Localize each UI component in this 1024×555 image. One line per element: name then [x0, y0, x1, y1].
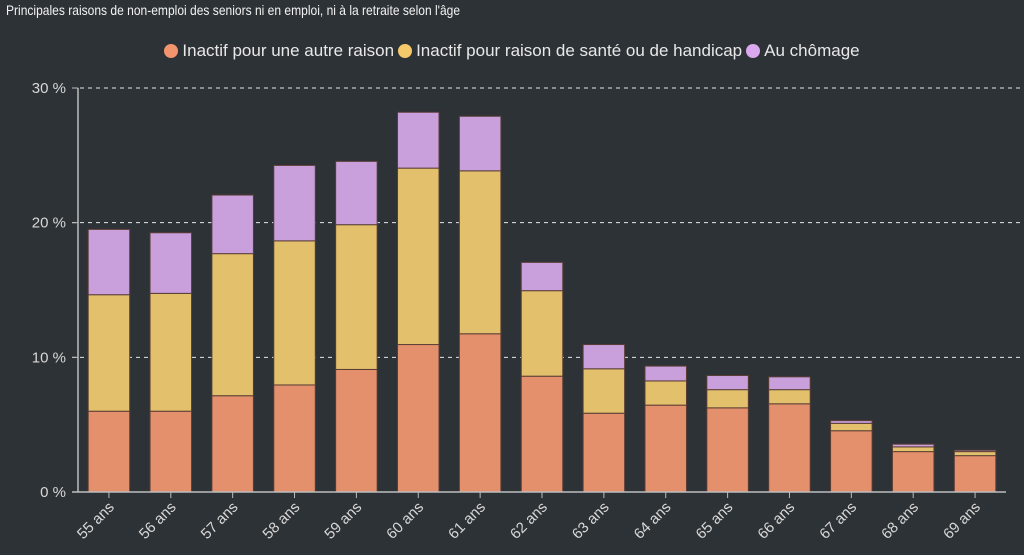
- legend-item-chomage[interactable]: Au chômage: [746, 41, 860, 61]
- bar-segment[interactable]: [87, 228, 131, 296]
- bar-segment[interactable]: [211, 395, 254, 493]
- legend-item-autre-raison[interactable]: Inactif pour une autre raison: [164, 41, 394, 61]
- bar-segment[interactable]: [458, 170, 502, 335]
- x-tick-label: 62 ans: [507, 499, 551, 543]
- bar-segment[interactable]: [335, 368, 378, 493]
- bar-segment[interactable]: [87, 410, 131, 493]
- bar-segment[interactable]: [953, 449, 997, 453]
- y-tick-label: 30 %: [32, 80, 66, 97]
- x-tick-label: 58 ans: [259, 499, 303, 543]
- legend-swatch-autre-raison: [164, 44, 179, 58]
- bar-segment[interactable]: [768, 389, 811, 405]
- bar-segment[interactable]: [582, 412, 626, 493]
- x-tick-label: 60 ans: [383, 499, 427, 543]
- bar-segment[interactable]: [520, 375, 564, 493]
- y-tick-label: 20 %: [32, 215, 66, 232]
- bar-segment[interactable]: [211, 194, 254, 255]
- bar-segment[interactable]: [891, 451, 935, 493]
- legend-item-sante-handicap[interactable]: Inactif pour raison de santé ou de handi…: [398, 41, 742, 61]
- bar-segment[interactable]: [397, 111, 440, 169]
- legend-label-autre-raison: Inactif pour une autre raison: [182, 41, 395, 60]
- legend-label-chomage: Au chômage: [764, 41, 860, 60]
- x-tick-label: 66 ans: [754, 499, 798, 543]
- bar-segment[interactable]: [644, 380, 687, 406]
- bars: [87, 111, 997, 493]
- bar-segment[interactable]: [706, 375, 749, 391]
- bar-segment[interactable]: [458, 333, 502, 493]
- bar-segment[interactable]: [830, 420, 873, 424]
- x-tick-label: 56 ans: [136, 499, 180, 543]
- bar-segment[interactable]: [582, 368, 626, 414]
- bar-segment[interactable]: [87, 294, 131, 412]
- bar-segment[interactable]: [273, 240, 316, 386]
- bar-segment[interactable]: [273, 384, 316, 493]
- chart-title: Principales raisons de non-emploi des se…: [6, 2, 461, 18]
- bar-segment[interactable]: [953, 451, 997, 457]
- bar-segment[interactable]: [891, 443, 935, 448]
- bar-segment[interactable]: [335, 224, 378, 370]
- bar-segment[interactable]: [149, 292, 193, 412]
- y-tick-label: 10 %: [32, 349, 66, 366]
- bar-segment[interactable]: [706, 389, 749, 409]
- bar-segment[interactable]: [458, 115, 502, 172]
- x-tick-label: 61 ans: [445, 499, 489, 543]
- x-tick-label: 55 ans: [74, 499, 118, 543]
- bar-segment[interactable]: [397, 167, 440, 346]
- bar-segment[interactable]: [582, 344, 626, 370]
- bar-segment[interactable]: [149, 232, 193, 294]
- bar-segment[interactable]: [768, 376, 811, 391]
- y-tick-labels: 0 % 10 % 20 % 30 %: [32, 80, 66, 501]
- x-tick-label: 65 ans: [693, 499, 737, 543]
- bar-segment[interactable]: [211, 253, 254, 397]
- x-tick-label: 67 ans: [816, 499, 860, 543]
- y-tick-label: 0 %: [40, 484, 66, 501]
- bar-segment[interactable]: [830, 430, 873, 493]
- axes: [72, 87, 1006, 498]
- bar-segment[interactable]: [335, 160, 378, 226]
- bar-segment[interactable]: [830, 422, 873, 432]
- legend-swatch-sante-handicap: [398, 44, 413, 58]
- bar-segment[interactable]: [273, 164, 316, 242]
- bar-segment[interactable]: [953, 455, 997, 493]
- x-tick-label: 59 ans: [321, 499, 365, 543]
- bar-segment[interactable]: [520, 261, 564, 292]
- x-tick-label: 64 ans: [631, 499, 675, 543]
- bar-segment[interactable]: [644, 365, 687, 382]
- bar-segment[interactable]: [706, 407, 749, 493]
- x-tick-label: 69 ans: [940, 499, 984, 543]
- x-tick-label: 57 ans: [198, 499, 242, 543]
- bar-segment[interactable]: [149, 410, 193, 493]
- bar-segment[interactable]: [520, 290, 564, 377]
- x-tick-label: 68 ans: [878, 499, 922, 543]
- legend-swatch-chomage: [746, 44, 761, 58]
- bar-segment[interactable]: [891, 446, 935, 453]
- x-tick-labels: 55 ans 56 ans 57 ans 58 ans 59 ans 60 ans 61 a…: [74, 499, 984, 543]
- bar-segment[interactable]: [644, 404, 687, 493]
- x-tick-label: 63 ans: [569, 499, 613, 543]
- chart-legend: Inactif pour une autre raison Inactif po…: [0, 41, 1024, 61]
- bar-segment[interactable]: [768, 403, 811, 493]
- bar-segment[interactable]: [397, 344, 440, 493]
- legend-label-sante-handicap: Inactif pour raison de santé ou de handi…: [416, 41, 743, 60]
